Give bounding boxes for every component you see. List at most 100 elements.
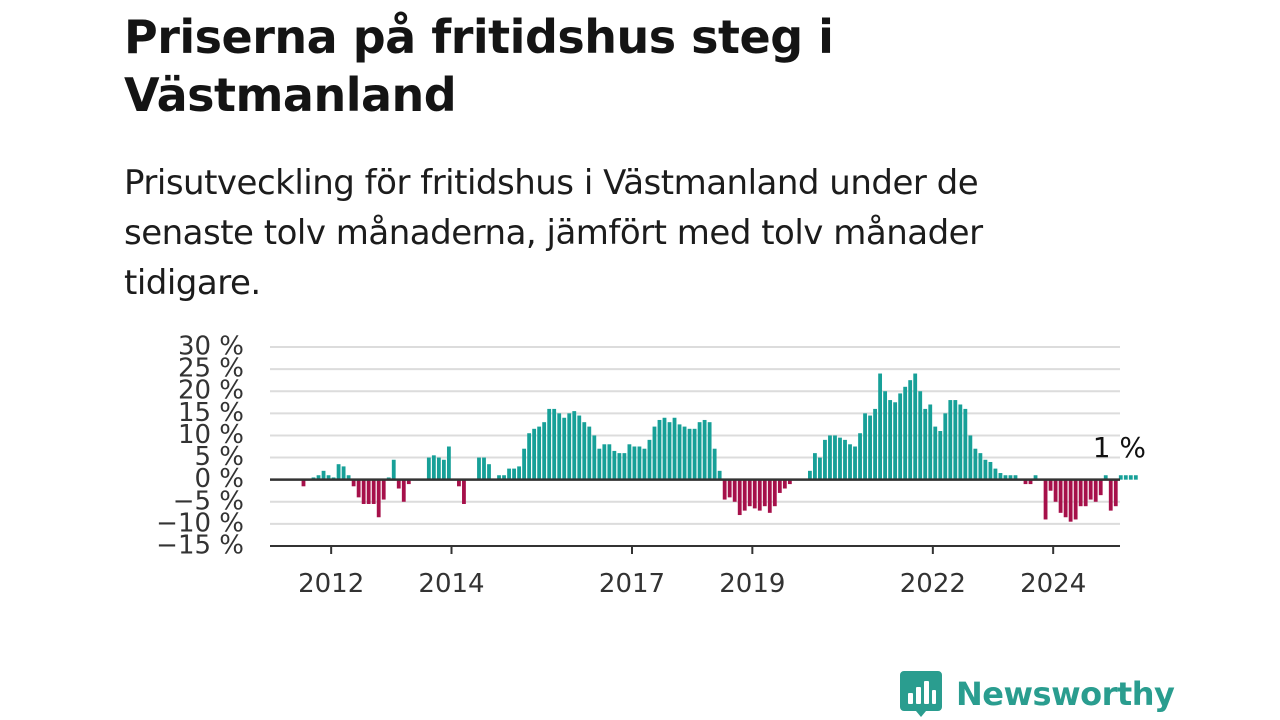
bar [537,426,542,480]
bar [983,459,988,480]
bar [1058,479,1063,513]
bar [1098,479,1103,496]
bar [1093,479,1098,502]
bar [1063,479,1068,518]
bar [908,380,913,480]
bar [818,457,822,480]
bar [547,408,552,480]
bar [697,422,702,480]
y-tick-label: 15 % [178,398,244,428]
bar [667,422,672,480]
bar [1048,479,1053,491]
bar [406,479,411,485]
bar [361,479,366,504]
bar [988,461,993,480]
bar [752,479,757,509]
bar [998,473,1003,480]
bar [401,479,406,502]
bar [813,453,817,480]
bar [396,479,401,489]
bar [587,426,592,480]
bar [562,417,567,480]
bar [782,479,787,489]
page-title: Priserna på fritidshus steg i Västmanlan… [124,10,834,122]
bar [512,468,516,480]
bar [627,444,632,480]
bar [1068,479,1073,522]
bar [757,479,762,511]
bar [943,413,948,480]
bar [1043,479,1048,520]
bar [366,479,371,504]
bar [436,457,441,480]
bar [1103,475,1108,480]
bar [527,433,532,480]
bar [903,386,908,480]
bar [762,479,767,507]
bar [1113,479,1118,507]
bar [371,479,376,504]
x-tick-label: 2024 [1020,569,1086,599]
bar [923,408,928,480]
bar [677,424,682,480]
bar [707,422,712,480]
bar [487,464,491,480]
bar [868,415,872,480]
bar [883,391,888,480]
bar [722,479,727,500]
bar [1088,479,1093,500]
bar [567,413,572,480]
bar [316,475,321,480]
bar [1078,479,1083,507]
bar [622,453,627,480]
bar [737,479,742,516]
y-tick-label: 20 % [178,376,244,406]
bar [326,475,331,480]
bar [381,479,386,500]
bar [1033,475,1038,480]
bar [592,435,597,480]
bar [431,455,436,480]
bar [351,479,356,487]
bar-chart-speech-bubble-icon [900,671,942,717]
bar [858,433,862,480]
bar-chart: 30 %25 %20 %15 %10 %5 %0 %−5 %−10 %−15 %… [156,332,1146,600]
x-tick-label: 2014 [418,569,484,599]
bar [1023,479,1028,485]
bar [1108,479,1113,511]
bar [973,448,978,480]
bar [647,439,652,480]
bar [662,417,667,480]
bar [1028,479,1033,485]
bar [687,428,692,480]
bar [787,479,792,485]
bar [582,422,587,480]
bar [341,466,346,480]
y-tick-label: 25 % [178,354,244,384]
bar [482,457,486,480]
bar [938,431,943,480]
bar [1073,479,1078,520]
x-tick-label: 2012 [298,569,364,599]
bar [873,408,877,480]
bar [1128,475,1133,480]
bar [657,419,662,480]
bar [1118,475,1123,480]
bar [742,479,747,511]
bar [893,402,898,480]
bar [672,417,677,480]
bar [717,470,722,480]
bar [1013,475,1018,480]
y-tick-label: −15 % [156,531,244,561]
bar [1053,479,1058,502]
bar [612,450,617,480]
bar [642,448,647,480]
bar [767,479,772,513]
bar [507,468,511,480]
bar [1003,475,1008,480]
bar [1123,475,1128,480]
bar [522,448,527,480]
bar [777,479,782,493]
bar [853,446,857,480]
bar [1133,475,1138,480]
